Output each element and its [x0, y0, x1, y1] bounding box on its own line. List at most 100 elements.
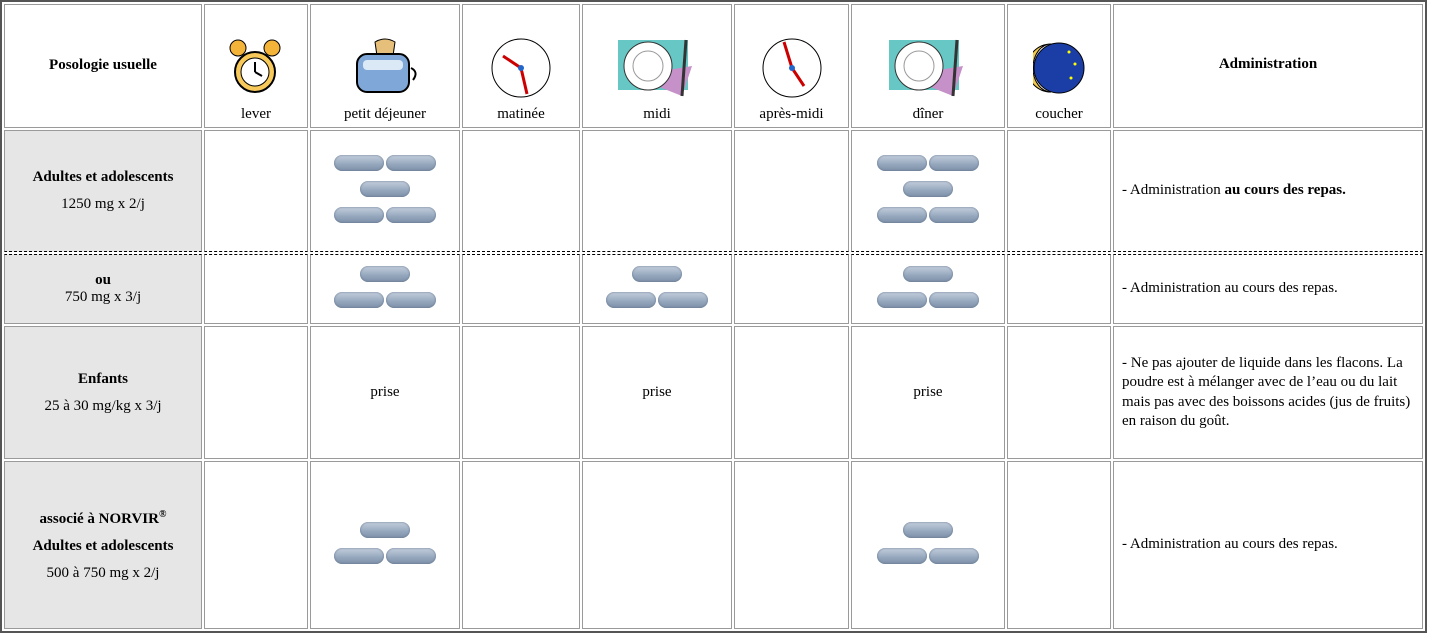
pill — [929, 206, 979, 223]
admin-cell: - Administration au cours des repas. — [1113, 461, 1423, 629]
line-part — [790, 67, 805, 87]
time-label: petit déjeuner — [343, 106, 427, 122]
moon-icon — [1033, 42, 1085, 94]
empty-cell — [734, 461, 849, 629]
plate-icon — [618, 39, 692, 97]
empty-cell — [1007, 130, 1111, 252]
pill — [334, 206, 384, 223]
pill-cell — [310, 461, 460, 629]
dosage-row: Adultes et adolescents 1250 mg x 2/j - Ad… — [4, 130, 1423, 252]
pill — [903, 521, 953, 538]
pill — [877, 547, 927, 564]
label-cell: Enfants 25 à 30 mg/kg x 3/j — [4, 326, 202, 459]
group-label: associé à NORVIR® — [13, 509, 193, 528]
clock-icon — [762, 38, 821, 98]
div-part — [319, 154, 451, 176]
dosage-row: ou 750 mg x 3/j - Administration au cours… — [4, 254, 1423, 324]
pill — [877, 206, 927, 223]
header-cell: Administration — [1113, 4, 1423, 128]
pill — [929, 154, 979, 171]
intake-cell: prise — [310, 326, 460, 459]
line-part — [680, 39, 688, 97]
empty-cell — [204, 326, 308, 459]
line-part — [782, 41, 793, 69]
empty-cell — [462, 254, 580, 324]
time-label: coucher — [1035, 106, 1083, 122]
pill — [360, 180, 410, 197]
time-label: midi — [643, 106, 671, 122]
div-part — [319, 180, 451, 202]
empty-cell — [734, 130, 849, 252]
pill — [334, 547, 384, 564]
path-part — [410, 67, 417, 81]
dosage-row: Enfants 25 à 30 mg/kg x 3/j prise prise p… — [4, 326, 1423, 459]
pill — [658, 291, 708, 308]
circle-part — [1033, 42, 1085, 94]
pill — [360, 265, 410, 282]
label-cell: Adultes et adolescents 1250 mg x 2/j — [4, 130, 202, 252]
pill — [929, 547, 979, 564]
toaster-icon — [356, 38, 417, 93]
circle-part — [518, 65, 524, 71]
div-part — [319, 521, 451, 543]
pill — [386, 206, 436, 223]
alarm-clock-icon — [229, 39, 281, 93]
dose: 25 à 30 mg/kg x 3/j — [44, 397, 162, 414]
path-part — [1033, 43, 1052, 93]
circle-part — [1073, 62, 1077, 66]
pill — [386, 154, 436, 171]
empty-cell — [462, 130, 580, 252]
admin-cell: - Ne pas ajouter de liquide dans les fla… — [1113, 326, 1423, 459]
group-label-text: associé à NORVIR — [39, 510, 159, 527]
time-cell: après-midi — [734, 4, 849, 128]
pill — [606, 291, 656, 308]
pill — [386, 291, 436, 308]
empty-cell — [204, 130, 308, 252]
rect-part — [356, 53, 410, 93]
line-part — [519, 67, 529, 95]
div-part — [591, 291, 723, 313]
circle-part — [229, 39, 247, 57]
div-part — [319, 547, 451, 569]
time-label: lever — [241, 106, 271, 122]
dose: 1250 mg x 2/j — [61, 196, 145, 212]
line-part — [254, 71, 263, 77]
admin-cell: - Administration au cours des repas. — [1113, 130, 1423, 252]
rect-part — [363, 60, 403, 70]
div-part — [860, 154, 996, 176]
pill-cell — [851, 130, 1005, 252]
clock-icon — [491, 38, 551, 98]
empty-cell — [582, 130, 732, 252]
circle-part — [788, 65, 795, 71]
header-row: Posologie usuelle lever petit déjeuner m… — [4, 4, 1423, 128]
line-part — [951, 39, 959, 97]
header-cell: Posologie usuelle — [4, 4, 202, 128]
group-label: Enfants — [77, 370, 129, 387]
div-part — [860, 547, 996, 569]
circle-part — [632, 50, 664, 82]
admin-cell: - Administration au cours des repas. — [1113, 254, 1423, 324]
empty-cell — [462, 461, 580, 629]
pill-cell — [851, 461, 1005, 629]
empty-cell — [462, 326, 580, 459]
pill-cell — [582, 254, 732, 324]
intake-cell: prise — [582, 326, 732, 459]
empty-cell — [204, 461, 308, 629]
dosage-row: associé à NORVIR® Adultes et adolescents 5… — [4, 461, 1423, 629]
circle-part — [903, 50, 935, 82]
div-part — [860, 206, 996, 228]
pill — [386, 547, 436, 564]
time-cell: matinée — [462, 4, 580, 128]
pill — [877, 291, 927, 308]
pill-cell — [851, 254, 1005, 324]
pill — [929, 291, 979, 308]
time-cell: petit déjeuner — [310, 4, 460, 128]
admin-bold: au cours des repas. — [1224, 182, 1346, 199]
group-label: ou — [95, 272, 111, 288]
intake-cell: prise — [851, 326, 1005, 459]
dose: 750 mg x 3/j — [64, 289, 142, 305]
pill — [632, 265, 682, 282]
dose: 500 à 750 mg x 2/j — [46, 564, 160, 581]
